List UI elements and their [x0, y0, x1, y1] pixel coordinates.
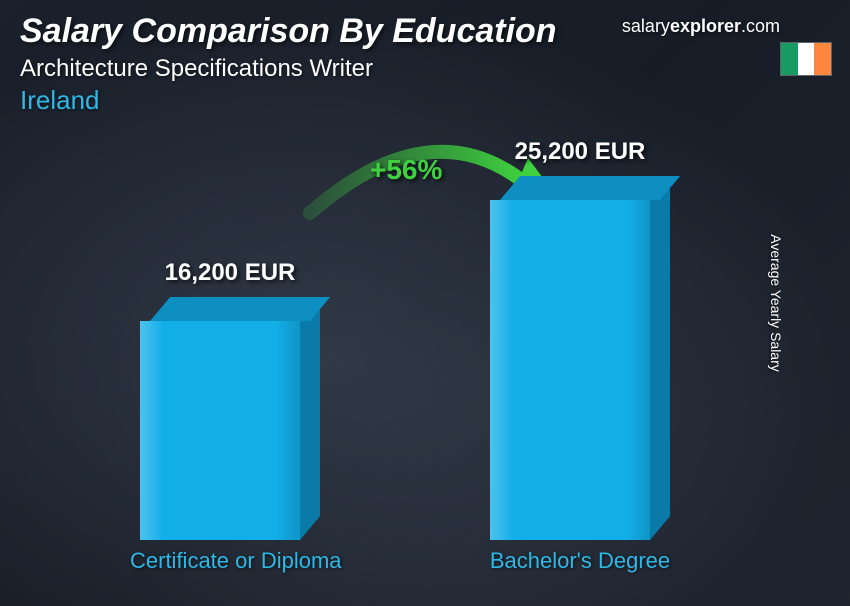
flag-stripe-2: [814, 43, 831, 75]
brand-prefix: salary: [622, 16, 670, 36]
bar-label: Bachelor's Degree: [480, 548, 680, 574]
brand-suffix: .com: [741, 16, 780, 36]
country-label: Ireland: [20, 85, 830, 116]
bar-side: [300, 297, 320, 540]
brand-accent: explorer: [670, 16, 741, 36]
bar-3d: 25,200 EUR: [490, 200, 670, 540]
bar-side: [650, 176, 670, 540]
delta-badge: +56%: [370, 154, 442, 186]
bar-chart: +56% 16,200 EURCertificate or Diploma25,…: [60, 150, 770, 576]
flag-stripe-0: [781, 43, 798, 75]
page-subtitle: Architecture Specifications Writer: [20, 55, 830, 83]
bar-top: [150, 297, 330, 321]
bar-top: [500, 176, 680, 200]
bar-3d: 16,200 EUR: [140, 321, 320, 540]
bar-group: 25,200 EURBachelor's Degree: [480, 200, 680, 540]
bar-label: Certificate or Diploma: [130, 548, 330, 574]
bar-front: [140, 321, 300, 540]
flag-stripe-1: [798, 43, 815, 75]
brand-watermark: salaryexplorer.com: [622, 16, 780, 37]
bar-value: 25,200 EUR: [490, 138, 670, 166]
bar-front: [490, 200, 650, 540]
flag-icon: [780, 42, 832, 76]
bar-value: 16,200 EUR: [140, 259, 320, 287]
bar-group: 16,200 EURCertificate or Diploma: [130, 321, 330, 540]
